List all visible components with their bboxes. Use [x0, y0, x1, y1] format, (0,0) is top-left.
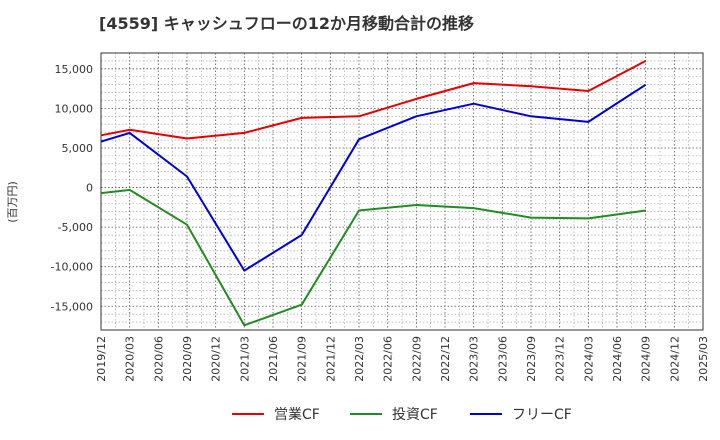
y-tick-label: 0 — [86, 182, 93, 195]
legend-label: フリーCF — [512, 407, 572, 423]
x-tick-label: 2024/12 — [668, 336, 681, 382]
series-lines — [100, 60, 647, 327]
y-tick-label: -10,000 — [51, 261, 93, 274]
y-tick-label: 15,000 — [55, 63, 94, 76]
x-tick-label: 2022/09 — [410, 336, 423, 382]
y-axis: -15,000 -10,000 -5,000 0 5,000 10,000 15,000 — [51, 63, 93, 313]
chart-title: [4559] キャッシュフローの12か月移動合計の推移 — [99, 14, 474, 33]
y-tick-label: 10,000 — [55, 102, 94, 115]
x-axis: 2019/12 2020/03 2020/06 2020/09 2020/12 2021/… — [95, 336, 710, 382]
x-tick-label: 2024/09 — [640, 336, 653, 382]
x-tick-label: 2023/03 — [468, 336, 481, 382]
x-tick-label: 2024/06 — [611, 336, 624, 382]
legend-label: 投資CF — [392, 407, 438, 423]
y-tick-label: -5,000 — [58, 221, 93, 234]
x-tick-label: 2019/12 — [95, 336, 108, 382]
legend: 営業CF 投資CF フリーCF — [232, 407, 572, 423]
x-tick-label: 2021/09 — [296, 336, 309, 382]
x-tick-label: 2020/06 — [152, 336, 165, 382]
x-tick-label: 2022/06 — [382, 336, 395, 382]
legend-label: 営業CF — [274, 407, 320, 423]
series-line-1 — [100, 60, 647, 140]
x-tick-label: 2022/03 — [353, 336, 366, 382]
y-axis-label: (百万円) — [6, 181, 19, 223]
x-tick-label: 2020/09 — [181, 336, 194, 382]
y-tick-label: -15,000 — [51, 300, 93, 313]
series-line-2 — [100, 188, 646, 327]
x-tick-label: 2022/12 — [439, 336, 452, 382]
x-tick-label: 2025/03 — [697, 336, 710, 382]
x-tick-label: 2021/03 — [238, 336, 251, 382]
x-tick-label: 2020/03 — [124, 336, 137, 382]
x-tick-label: 2021/12 — [324, 336, 337, 382]
y-tick-label: 5,000 — [62, 142, 94, 155]
x-tick-label: 2021/06 — [267, 336, 280, 382]
plot-area — [100, 52, 704, 331]
series-line-3 — [100, 83, 647, 272]
x-tick-label: 2023/06 — [496, 336, 509, 382]
x-tick-label: 2020/12 — [210, 336, 223, 382]
grid — [101, 53, 703, 330]
x-tick-label: 2023/12 — [554, 336, 567, 382]
x-tick-label: 2024/03 — [582, 336, 595, 382]
x-tick-label: 2023/09 — [525, 336, 538, 382]
